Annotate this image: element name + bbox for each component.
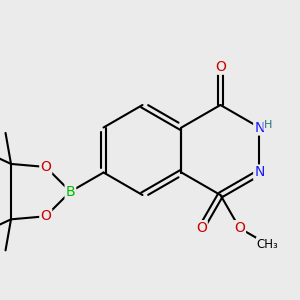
Text: B: B [66, 184, 75, 199]
Text: N: N [254, 121, 265, 134]
Text: CH₃: CH₃ [257, 238, 279, 251]
Text: N: N [254, 166, 265, 179]
Text: O: O [40, 160, 51, 174]
Text: H: H [264, 120, 273, 130]
Text: O: O [196, 221, 207, 235]
Text: O: O [234, 221, 245, 235]
Text: O: O [40, 209, 51, 223]
Text: O: O [215, 60, 226, 74]
